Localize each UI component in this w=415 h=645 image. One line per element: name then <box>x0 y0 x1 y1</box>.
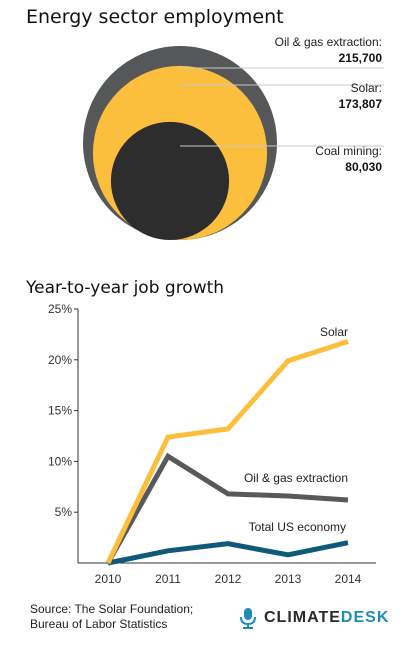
x-tick-label-3: 2013 <box>275 572 302 586</box>
series-label-0: Solar <box>320 325 348 339</box>
bubble-value-2: 80,030 <box>345 160 382 174</box>
logo-text-climate: CLIMATE <box>264 609 341 626</box>
x-tick-label-2: 2012 <box>215 572 242 586</box>
y-tick-label-0: 5% <box>55 505 73 519</box>
source-line-1: Source: The Solar Foundation; <box>30 602 194 616</box>
bubble-label-0: Oil & gas extraction: <box>275 35 382 49</box>
bubble-2 <box>110 121 230 240</box>
climate-desk-logo: CLIMATE DESK <box>237 606 389 630</box>
bubble-value-1: 173,807 <box>339 97 383 111</box>
y-tick-label-4: 25% <box>48 302 72 316</box>
bubble-value-0: 215,700 <box>339 51 383 65</box>
x-tick-label-1: 2011 <box>155 572 181 586</box>
y-tick-label-1: 10% <box>48 454 72 468</box>
logo-text-desk: DESK <box>340 609 390 626</box>
series-label-2: Total US economy <box>249 520 346 534</box>
line-chart-title: Year-to-year job growth <box>26 278 225 298</box>
series-label-1: Oil & gas extraction <box>244 471 348 485</box>
series-line-1 <box>105 452 349 565</box>
bubble-chart-title: Energy sector employment <box>26 6 284 28</box>
x-tick-label-0: 2010 <box>95 572 122 586</box>
microphone-icon <box>240 608 256 629</box>
x-tick-label-4: 2014 <box>335 572 362 586</box>
bubble-label-2: Coal mining: <box>315 144 382 158</box>
bubble-label-1: Solar: <box>351 81 382 95</box>
series-line-2 <box>107 540 349 566</box>
series-line-0 <box>105 339 349 565</box>
y-tick-label-3: 20% <box>48 353 72 367</box>
source-note: Source: The Solar Foundation; Bureau of … <box>30 602 193 632</box>
source-line-2: Bureau of Labor Statistics <box>30 617 168 631</box>
y-tick-label-2: 15% <box>48 404 72 418</box>
